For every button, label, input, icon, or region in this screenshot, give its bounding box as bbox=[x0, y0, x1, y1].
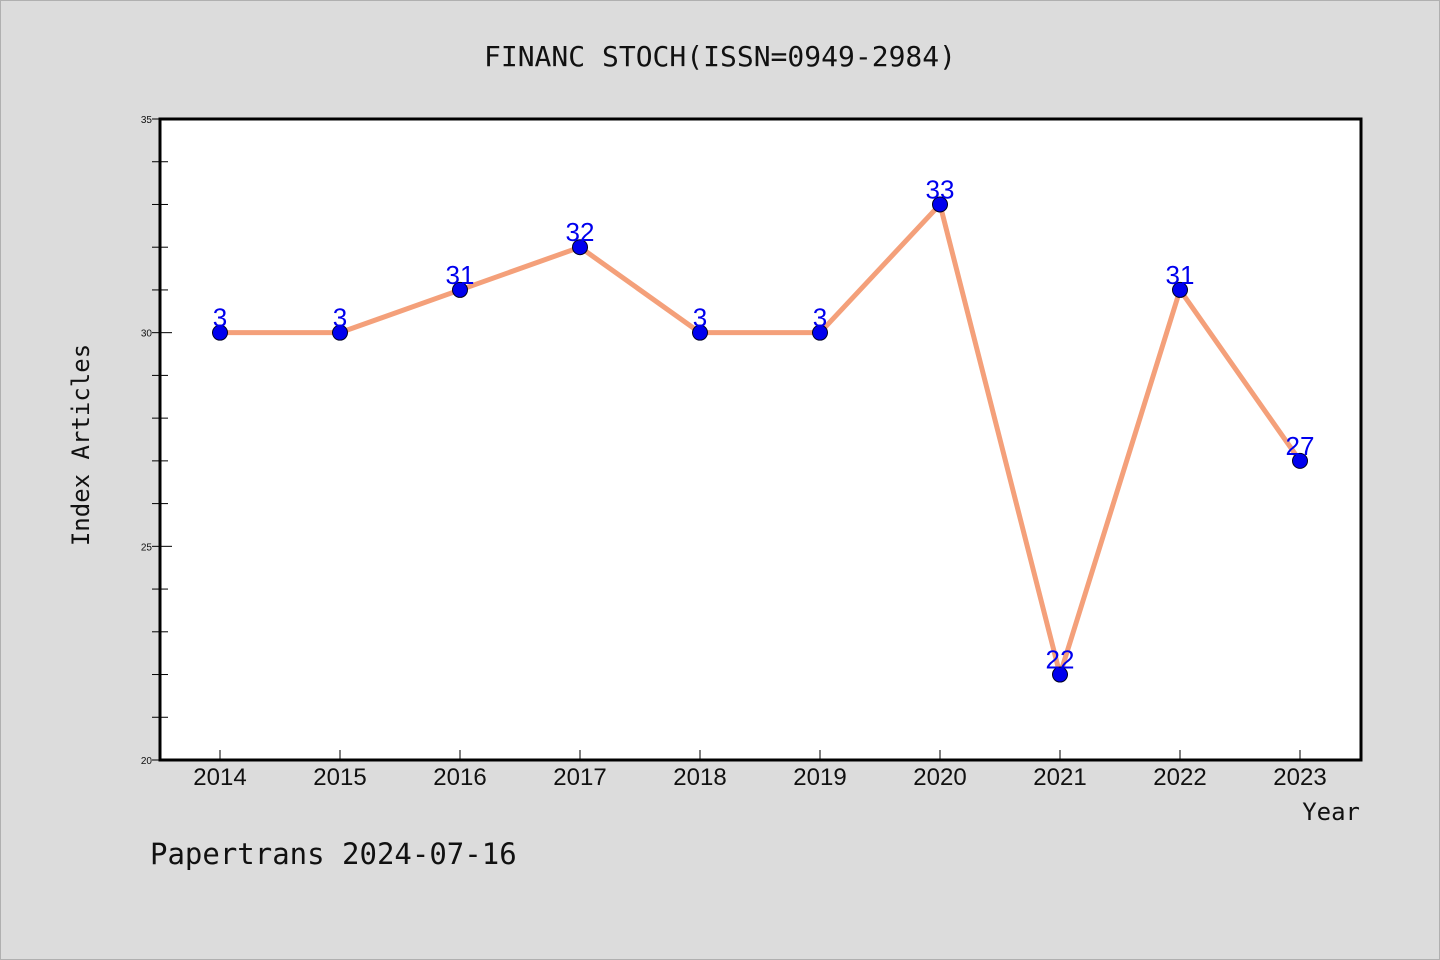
plot-area bbox=[158, 117, 1363, 762]
data-point bbox=[212, 324, 228, 341]
y-tick-label: 20 bbox=[141, 756, 153, 767]
x-tick-label: 2016 bbox=[433, 764, 486, 791]
data-point bbox=[332, 324, 348, 341]
data-point bbox=[1172, 281, 1188, 298]
y-tick-label: 35 bbox=[141, 115, 153, 126]
data-label: 3 bbox=[813, 303, 827, 333]
data-label: 33 bbox=[926, 174, 955, 204]
data-label: 3 bbox=[333, 303, 347, 333]
chart-title: FINANC STOCH(ISSN=0949-2984) bbox=[484, 40, 956, 73]
data-point bbox=[692, 324, 708, 341]
x-axis: 2014 2015 2016 2017 2018 2019 2020 2021 2022 2023 bbox=[193, 750, 1327, 791]
data-label: 31 bbox=[446, 260, 475, 290]
data-label: 3 bbox=[693, 303, 707, 333]
data-point bbox=[1052, 666, 1068, 683]
footer-credit: Papertrans 2024-07-16 bbox=[150, 837, 517, 871]
data-point bbox=[932, 196, 948, 213]
y-tick-label: 25 bbox=[141, 542, 153, 553]
x-tick-label: 2014 bbox=[193, 764, 246, 791]
data-label: 31 bbox=[1166, 260, 1195, 290]
data-point bbox=[1292, 452, 1308, 469]
x-tick-label: 2021 bbox=[1033, 764, 1086, 791]
x-tick-label: 2023 bbox=[1273, 764, 1326, 791]
x-axis-label: Year bbox=[1302, 798, 1360, 826]
x-tick-label: 2022 bbox=[1153, 764, 1206, 791]
x-tick-label: 2018 bbox=[673, 764, 726, 791]
x-tick-label: 2017 bbox=[553, 764, 606, 791]
data-point bbox=[452, 281, 468, 298]
y-axis-label: Index Articles bbox=[67, 344, 95, 546]
data-label: 32 bbox=[566, 217, 595, 247]
series-line bbox=[220, 201, 1303, 678]
y-axis: 20 25 30 35 bbox=[141, 115, 172, 767]
x-tick-label: 2019 bbox=[793, 764, 846, 791]
data-point bbox=[812, 324, 828, 341]
x-tick-label: 2015 bbox=[313, 764, 366, 791]
data-label: 27 bbox=[1286, 431, 1315, 461]
data-point bbox=[572, 239, 588, 256]
data-label: 22 bbox=[1046, 645, 1075, 675]
y-tick-label: 30 bbox=[141, 329, 153, 340]
series-markers bbox=[212, 196, 1308, 683]
x-tick-label: 2020 bbox=[913, 764, 966, 791]
data-label: 3 bbox=[213, 303, 227, 333]
